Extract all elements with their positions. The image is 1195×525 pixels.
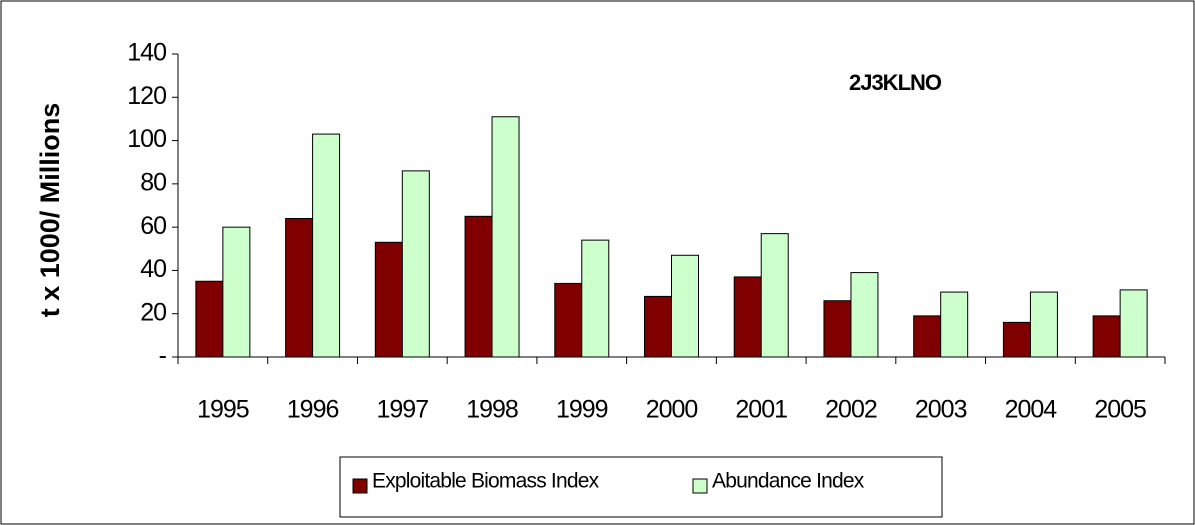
bar	[671, 254, 699, 358]
y-tick-label: 100	[127, 125, 166, 153]
x-tick-label: 1997	[377, 396, 429, 424]
bar	[760, 233, 789, 358]
bar	[1119, 289, 1148, 358]
y-tick-label: 120	[127, 82, 166, 110]
y-tick-label: 140	[127, 39, 166, 67]
x-tick-label: 1999	[556, 396, 608, 424]
annotation: 2J3KLNO	[849, 70, 942, 95]
x-tick-label: 2004	[1005, 396, 1058, 424]
bar	[491, 116, 520, 358]
bar	[940, 291, 969, 358]
x-tick-label: 2003	[915, 396, 967, 424]
y-tick-label: 60	[140, 212, 166, 240]
y-tick-label: 20	[140, 298, 166, 326]
x-tick-label: 1998	[466, 396, 518, 424]
bar	[312, 133, 341, 358]
x-tick-label: 2005	[1094, 396, 1146, 424]
bar	[1002, 321, 1031, 358]
bar	[644, 295, 672, 358]
bar	[285, 217, 314, 358]
bar	[554, 282, 583, 358]
bar	[464, 215, 493, 358]
x-tick-label: 2001	[735, 396, 787, 424]
legend-label: Exploitable Biomass Index	[372, 470, 600, 493]
legend-swatch	[692, 478, 708, 494]
bar	[1029, 291, 1058, 358]
y-tick-label: 40	[140, 255, 166, 283]
bar	[401, 170, 430, 358]
bar	[850, 272, 879, 358]
y-tick-label: -	[159, 342, 167, 370]
x-tick-label: 1995	[197, 396, 249, 424]
y-tick-label: 80	[140, 168, 166, 196]
bar	[913, 315, 942, 358]
x-tick-label: 2000	[646, 396, 698, 424]
x-tick-label: 2002	[825, 396, 877, 424]
bar	[823, 300, 852, 358]
bar	[733, 276, 762, 358]
bar	[1092, 315, 1121, 358]
bar	[222, 226, 251, 358]
legend-swatch	[352, 478, 368, 494]
bar	[581, 239, 610, 358]
legend-label: Abundance Index	[712, 470, 865, 493]
bar	[374, 241, 403, 358]
x-tick-label: 1996	[287, 396, 339, 424]
bar	[195, 280, 224, 358]
legend-box	[339, 456, 943, 518]
y-axis-label: t x 1000/ Millions	[35, 103, 65, 318]
